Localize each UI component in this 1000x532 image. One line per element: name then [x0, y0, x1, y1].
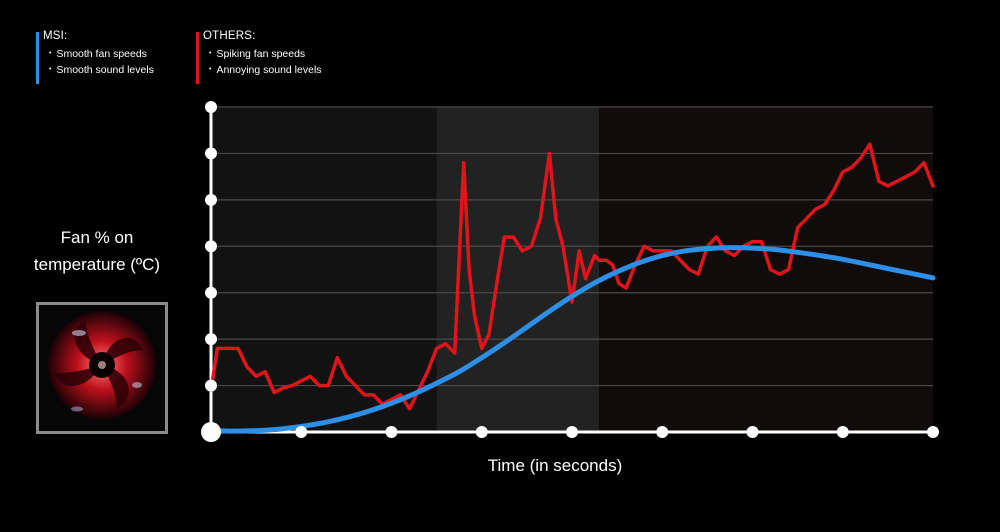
- series-line-msi: [208, 245, 936, 434]
- fan-icon: [39, 305, 165, 431]
- y-tick-dot: [205, 333, 217, 346]
- x-tick-dot: [927, 426, 939, 438]
- shaded-region: [436, 107, 600, 432]
- y-axis-label: Fan % on temperature (ºC): [33, 228, 161, 274]
- legend-others-item: Annoying sound levels: [203, 62, 321, 78]
- y-tick-dot: [205, 147, 217, 160]
- x-tick-dot: [746, 426, 759, 438]
- x-tick-dot: [385, 426, 398, 438]
- y-tick-dot: [205, 379, 217, 392]
- legend-others: OTHERS: Spiking fan speeds Annoying soun…: [196, 30, 322, 84]
- y-tick-dot: [205, 193, 217, 206]
- x-tick-dot: [656, 426, 669, 438]
- shaded-region: [599, 107, 933, 432]
- legend-others-heading: OTHERS:: [203, 30, 256, 42]
- legend-msi-color-bar: [36, 32, 39, 84]
- x-tick-dot: [566, 426, 578, 438]
- legend-msi-heading: MSI:: [43, 30, 68, 42]
- legend-msi: MSI: Smooth fan speeds Smooth sound leve…: [36, 30, 154, 84]
- legend-others-item: Spiking fan speeds: [203, 46, 322, 62]
- x-tick-dot: [475, 426, 488, 438]
- y-tick-dot: [205, 286, 217, 299]
- x-tick-dot: [836, 426, 849, 438]
- x-axis-label: Time (in seconds): [487, 456, 623, 475]
- series-line-others: [209, 142, 935, 411]
- legend-msi-item: Smooth sound levels: [43, 62, 153, 78]
- fan-image-frame: [36, 302, 168, 434]
- legend-others-color-bar: [196, 32, 199, 84]
- x-tick-dot: [295, 426, 308, 438]
- y-tick-dot: [205, 240, 217, 253]
- x-tick-dot: [201, 422, 221, 442]
- legend-msi-item: Smooth fan speeds: [43, 46, 154, 62]
- y-tick-dot: [205, 101, 217, 113]
